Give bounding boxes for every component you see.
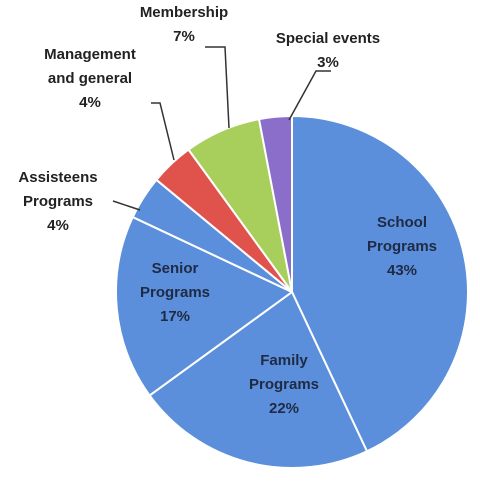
data-label-category: Assisteens [18,169,97,186]
data-label-category: Programs [367,238,437,255]
data-label-category: Programs [140,284,210,301]
pie-slices [115,115,469,469]
data-label-category: Senior [152,260,199,277]
data-label: Management and general 4% [44,46,136,111]
leader-line [112,200,141,211]
data-label-percent: 7% [173,28,195,45]
leader-line [288,70,331,121]
data-label-category: Membership [140,4,228,21]
leader-line [205,46,230,129]
data-label: Family Programs 22% [249,352,319,417]
data-label: Senior Programs 17% [140,260,210,325]
data-label: Special events 3% [276,30,380,71]
data-label-category: Programs [23,193,93,210]
data-label-percent: 4% [79,94,101,111]
pie-slice-family-programs [148,291,368,469]
data-label-percent: 4% [47,217,69,234]
data-labels: School Programs 43% Family Programs 22% Senior… [18,4,437,417]
data-label-category: Management [44,46,136,63]
data-label-percent: 22% [269,400,299,417]
data-label: Assisteens Programs 4% [18,169,97,234]
data-label-percent: 43% [387,262,417,279]
data-label-category: Programs [249,376,319,393]
data-label: Membership 7% [140,4,228,45]
leader-line [151,102,175,161]
leader-lines [112,46,331,211]
data-label-percent: 17% [160,308,190,325]
pie-slice-senior-programs [115,216,293,397]
data-label-category: and general [48,70,132,87]
pie-slice-school-programs [291,115,469,453]
data-label-category: Family [260,352,308,369]
data-label-category: Special events [276,30,380,47]
data-label-category: School [377,214,427,231]
data-label-percent: 3% [317,54,339,71]
data-label: School Programs 43% [367,214,437,279]
